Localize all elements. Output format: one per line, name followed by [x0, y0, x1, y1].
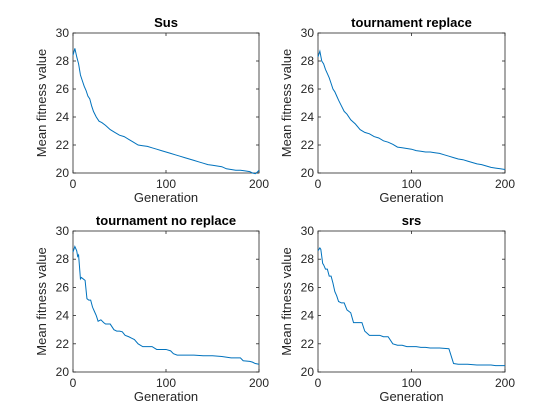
y-tick-label: 24 — [56, 110, 70, 124]
series-line — [317, 247, 505, 367]
y-tick-label: 24 — [56, 309, 70, 323]
series-line — [72, 245, 260, 365]
x-axis-label: Generation — [379, 190, 443, 205]
x-axis-label: Generation — [134, 190, 198, 205]
y-tick-label: 26 — [301, 280, 315, 294]
y-tick-label: 20 — [56, 365, 70, 379]
x-tick-label: 100 — [401, 177, 421, 191]
x-axis-label: Generation — [379, 389, 443, 404]
y-axis-label: Mean fitness value — [279, 49, 294, 157]
x-tick-label: 100 — [156, 376, 176, 390]
x-tick-label: 0 — [70, 177, 77, 191]
x-tick-label: 200 — [495, 177, 515, 191]
y-tick-label: 30 — [301, 224, 315, 238]
y-axis-label: Mean fitness value — [279, 247, 294, 355]
chart-title: Sus — [154, 15, 178, 30]
x-tick-label: 0 — [315, 177, 322, 191]
y-tick-label: 22 — [301, 138, 315, 152]
y-axis-label: Mean fitness value — [34, 49, 49, 157]
x-tick-label: 200 — [495, 376, 515, 390]
y-tick-label: 20 — [56, 166, 70, 180]
y-tick-label: 26 — [56, 280, 70, 294]
y-tick-label: 22 — [56, 337, 70, 351]
x-tick-label: 200 — [249, 177, 269, 191]
chart-title: srs — [402, 213, 422, 228]
y-axis-label: Mean fitness value — [34, 247, 49, 355]
series-line — [72, 48, 260, 175]
y-tick-label: 30 — [56, 26, 70, 40]
chart-title: tournament replace — [351, 15, 472, 30]
y-tick-label: 30 — [301, 26, 315, 40]
y-tick-label: 22 — [301, 337, 315, 351]
plot-area — [72, 230, 260, 373]
series-line — [317, 49, 506, 170]
y-tick-label: 26 — [301, 82, 315, 96]
x-axis-label: Generation — [134, 389, 198, 404]
plot-area — [317, 230, 506, 373]
y-tick-label: 24 — [301, 110, 315, 124]
plot-area — [317, 32, 506, 174]
x-tick-label: 0 — [315, 376, 322, 390]
y-tick-label: 28 — [301, 252, 315, 266]
y-tick-label: 28 — [301, 54, 315, 68]
y-tick-label: 24 — [301, 309, 315, 323]
plot-area — [72, 32, 260, 174]
y-tick-label: 22 — [56, 138, 70, 152]
y-tick-label: 26 — [56, 82, 70, 96]
x-tick-label: 200 — [249, 376, 269, 390]
y-tick-label: 28 — [56, 252, 70, 266]
x-tick-label: 0 — [70, 376, 77, 390]
y-tick-label: 20 — [301, 365, 315, 379]
x-tick-label: 100 — [401, 376, 421, 390]
y-tick-label: 30 — [56, 224, 70, 238]
chart-title: tournament no replace — [96, 213, 236, 228]
x-tick-label: 100 — [156, 177, 176, 191]
y-tick-label: 28 — [56, 54, 70, 68]
y-tick-label: 20 — [301, 166, 315, 180]
